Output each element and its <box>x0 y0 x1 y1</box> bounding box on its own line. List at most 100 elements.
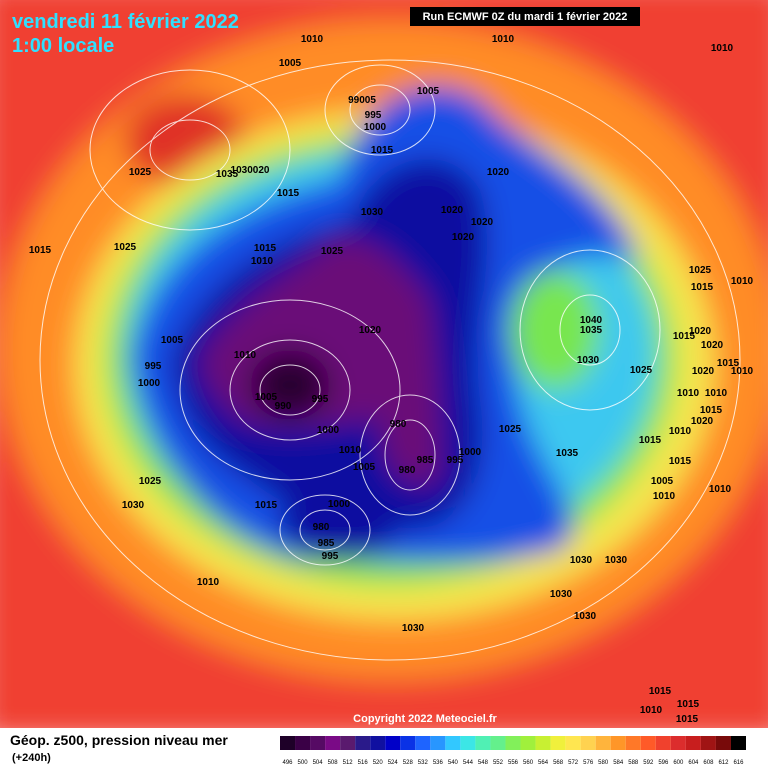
colorbar-cell <box>595 736 611 750</box>
colorbar-label: 584 <box>613 760 624 766</box>
colorbar-cell <box>445 736 461 750</box>
isobar-label: 1010 <box>251 256 274 267</box>
isobar-label: 1005 <box>651 476 674 487</box>
isobar-label: 1030020 <box>231 165 270 176</box>
isobar-label: 1025 <box>321 246 344 257</box>
isobar-label: 1015 <box>691 282 714 293</box>
colorbar-cell <box>370 736 386 750</box>
isobar-label: 995 <box>322 551 339 562</box>
colorbar-label: 548 <box>478 760 489 766</box>
colorbar-cell <box>385 736 401 750</box>
run-info: Run ECMWF 0Z du mardi 1 février 2022 <box>423 11 628 23</box>
isobar-label: 1030 <box>550 589 573 600</box>
colorbar-cell <box>475 736 491 750</box>
isobar-label: 1000 <box>328 499 351 510</box>
colorbar-label: 512 <box>343 760 354 766</box>
colorbar-label: 608 <box>703 760 714 766</box>
colorbar: 496 500 504 508 512 516 520 524 528 532 536 540 544 5… <box>280 736 746 766</box>
colorbar-cell <box>715 736 731 750</box>
colorbar-cell <box>550 736 566 750</box>
colorbar-label: 572 <box>568 760 579 766</box>
colorbar-label: 500 <box>298 760 309 766</box>
isobar-label: 1015 <box>277 188 300 199</box>
isobar-label: 1000 <box>459 447 482 458</box>
isobar-label: 1015 <box>676 714 699 725</box>
subtitle: 1:00 locale <box>12 35 114 57</box>
isobar-label: 1015 <box>669 456 692 467</box>
colorbar-label: 532 <box>418 760 429 766</box>
legend-lead: (+240h) <box>12 752 51 764</box>
isobar-label: 995 <box>365 110 382 121</box>
colorbar-label: 540 <box>448 760 459 766</box>
isobar-label: 1005 <box>279 58 302 69</box>
colorbar-label: 600 <box>673 760 684 766</box>
colorbar-cell <box>430 736 446 750</box>
colorbar-cell <box>310 736 326 750</box>
colorbar-label: 528 <box>403 760 414 766</box>
isobar-label: 1000 <box>317 425 340 436</box>
isobar-label: 1025 <box>129 167 152 178</box>
isobar-label: 1000 <box>138 378 161 389</box>
isobar-label: 1025 <box>139 476 162 487</box>
isobar-label: 1025 <box>689 265 712 276</box>
isobar-label: 1010 <box>731 366 754 377</box>
isobar-label: 1035 <box>556 448 579 459</box>
field <box>0 0 768 740</box>
colorbar-cell <box>625 736 641 750</box>
isobar-label: 1005 <box>417 86 440 97</box>
colorbar-label: 564 <box>538 760 549 766</box>
colorbar-cell <box>685 736 701 750</box>
isobar-labels: 1010 101010101005100599005995100010151025… <box>29 34 754 725</box>
isobar-label: 1010 <box>301 34 324 45</box>
isobar-label: 1030 <box>574 611 597 622</box>
isolines <box>39 59 741 661</box>
isobar-label: 1015 <box>29 245 52 256</box>
isobar-label: 985 <box>417 455 434 466</box>
colorbar-cell <box>325 736 341 750</box>
colorbar-label: 604 <box>688 760 699 766</box>
isobar-label: 1020 <box>359 325 382 336</box>
isobar-label: 990 <box>275 401 292 412</box>
isobar-label: 995 <box>145 361 162 372</box>
colorbar-cell <box>280 736 296 750</box>
isobar-label: 1010 <box>677 388 700 399</box>
colorbar-label: 560 <box>523 760 534 766</box>
colorbar-label: 552 <box>493 760 504 766</box>
colorbar-cell <box>565 736 581 750</box>
isobar-label: 1025 <box>114 242 137 253</box>
isobar-label: 99005 <box>348 95 376 106</box>
colorbar-cell <box>295 736 311 750</box>
isobar-label: 1030 <box>402 623 425 634</box>
colorbar-cell <box>580 736 596 750</box>
isobar-label: 1020 <box>452 232 475 243</box>
isobar-label: 1010 <box>234 350 257 361</box>
isobar-label: 1000 <box>364 122 387 133</box>
isobar-label: 1010 <box>705 388 728 399</box>
isobar-label: 1015 <box>371 145 394 156</box>
isobar-label: 995 <box>447 455 464 466</box>
colorbar-cell <box>640 736 656 750</box>
colorbar-cell <box>355 736 371 750</box>
isobar-label: 1010 <box>339 445 362 456</box>
isobar-label: 1005 <box>161 335 184 346</box>
colorbar-label: 556 <box>508 760 519 766</box>
isobar-label: 1010 <box>709 484 732 495</box>
isobar-label: 1020 <box>691 416 714 427</box>
isobar-label: 1010 <box>731 276 754 287</box>
colorbar-label: 544 <box>463 760 474 766</box>
colorbar-cell <box>400 736 416 750</box>
colorbar-label: 520 <box>373 760 384 766</box>
isobar-label: 1020 <box>692 366 715 377</box>
colorbar-label: 592 <box>643 760 654 766</box>
isobar-label: 1015 <box>255 500 278 511</box>
isobar-label: 1020 <box>701 340 724 351</box>
isobar-label: 1025 <box>499 424 522 435</box>
isobar-label: 1030 <box>570 555 593 566</box>
title: vendredi 11 février 2022 <box>12 11 239 33</box>
colorbar-label: 496 <box>283 760 294 766</box>
colorbar-label: 536 <box>433 760 444 766</box>
colorbar-cell <box>505 736 521 750</box>
colorbar-cell <box>520 736 536 750</box>
isobar-label: 1010 <box>492 34 515 45</box>
